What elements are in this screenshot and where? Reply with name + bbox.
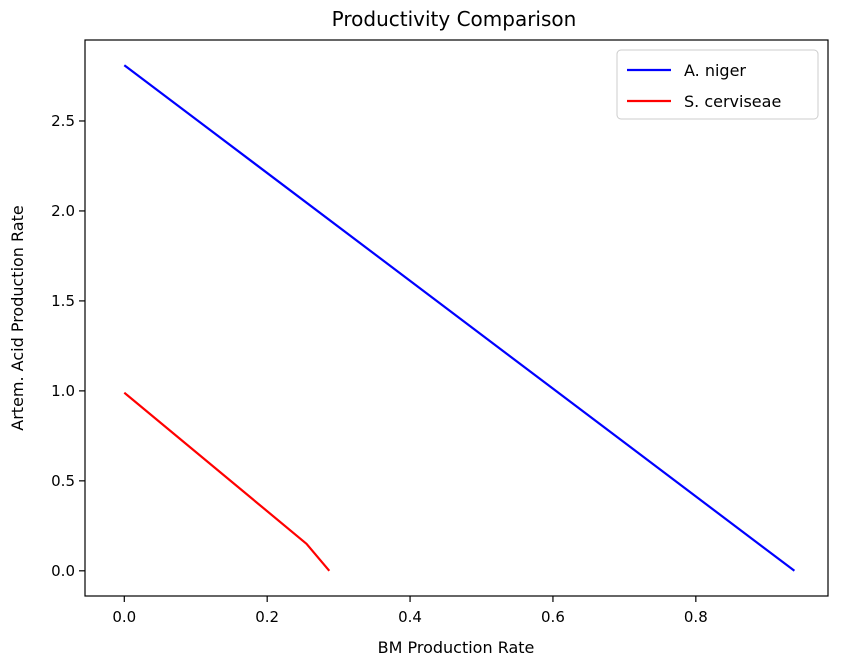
y-tick-label: 1.0 [51, 382, 75, 400]
x-tick-label: 0.6 [541, 608, 565, 626]
legend: A. niger S. cerviseae [616, 49, 819, 120]
series-line-a-niger [123, 64, 796, 572]
y-axis-ticks: 0.0 0.5 1.0 1.5 2.0 2.5 [51, 112, 85, 580]
y-tick-label: 2.0 [51, 202, 75, 220]
series-layer [123, 64, 796, 572]
y-tick-label: 0.0 [51, 562, 75, 580]
series-line-s-cerviseae [123, 391, 331, 572]
y-tick-label: 1.5 [51, 292, 75, 310]
x-axis-label: BM Production Rate [378, 638, 535, 657]
x-axis-ticks: 0.0 0.2 0.4 0.6 0.8 [112, 596, 708, 626]
x-tick-label: 0.2 [255, 608, 279, 626]
chart-title: Productivity Comparison [332, 7, 577, 31]
y-tick-label: 2.5 [51, 112, 75, 130]
x-tick-label: 0.0 [112, 608, 136, 626]
y-tick-label: 0.5 [51, 472, 75, 490]
legend-label-s-cerviseae: S. cerviseae [684, 92, 781, 111]
x-tick-label: 0.4 [398, 608, 422, 626]
legend-label-a-niger: A. niger [684, 61, 746, 80]
x-tick-label: 0.8 [684, 608, 708, 626]
y-axis-label: Artem. Acid Production Rate [8, 205, 27, 430]
